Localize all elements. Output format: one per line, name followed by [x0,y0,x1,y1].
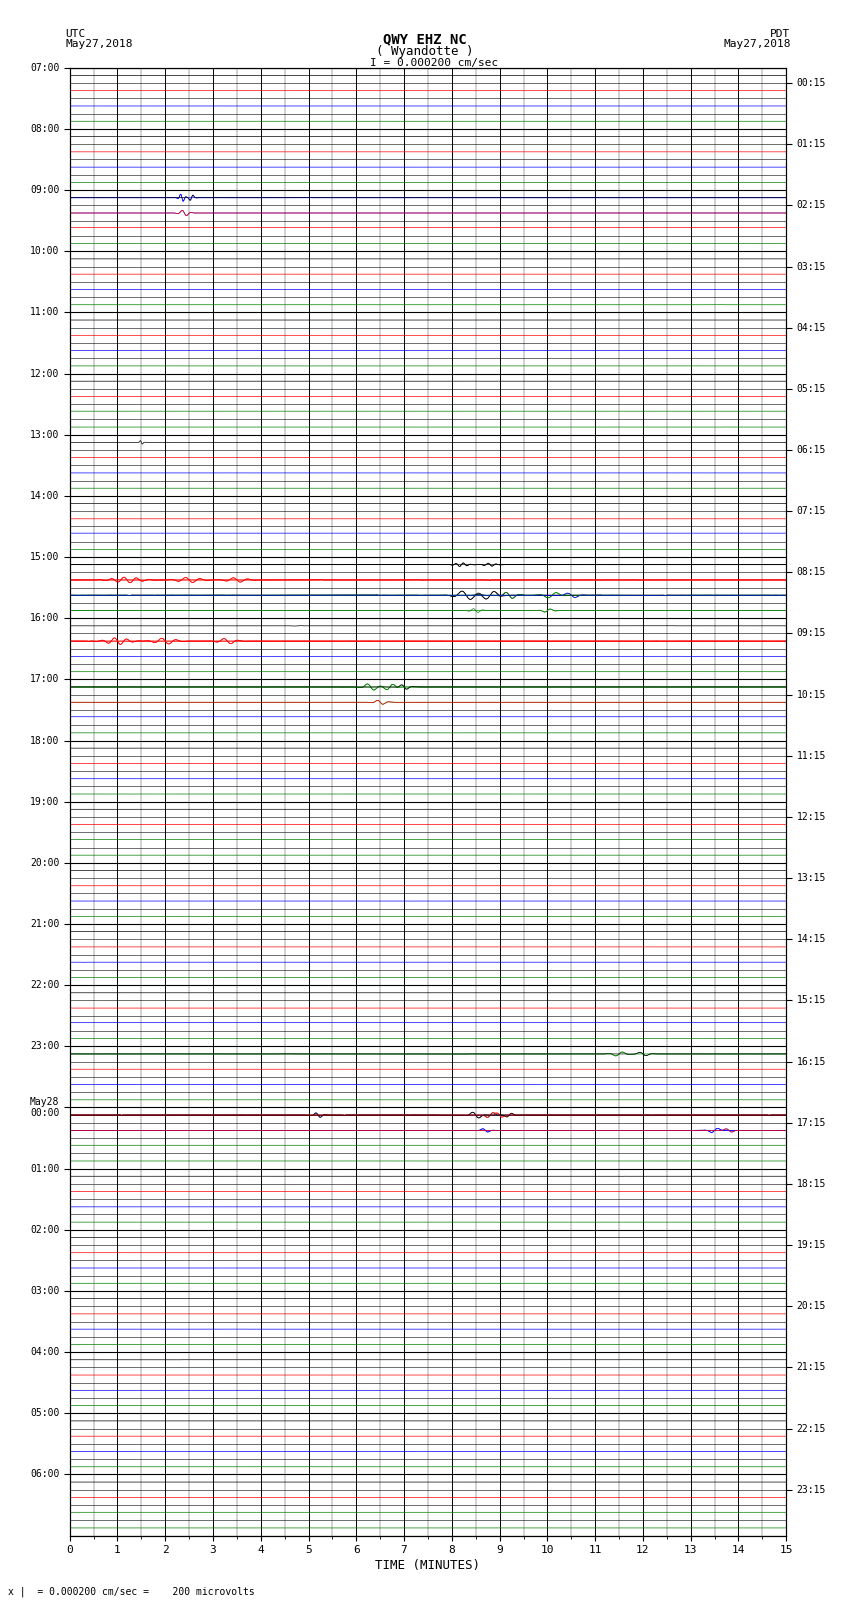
Text: PDT: PDT [770,29,790,39]
Text: May27,2018: May27,2018 [65,39,133,48]
Text: QWY EHZ NC: QWY EHZ NC [383,32,467,47]
Text: I = 0.000200 cm/sec: I = 0.000200 cm/sec [370,58,498,68]
Text: May27,2018: May27,2018 [723,39,791,48]
Text: x |  = 0.000200 cm/sec =    200 microvolts: x | = 0.000200 cm/sec = 200 microvolts [8,1586,255,1597]
X-axis label: TIME (MINUTES): TIME (MINUTES) [376,1560,480,1573]
Text: UTC: UTC [65,29,86,39]
Text: ( Wyandotte ): ( Wyandotte ) [377,45,473,58]
